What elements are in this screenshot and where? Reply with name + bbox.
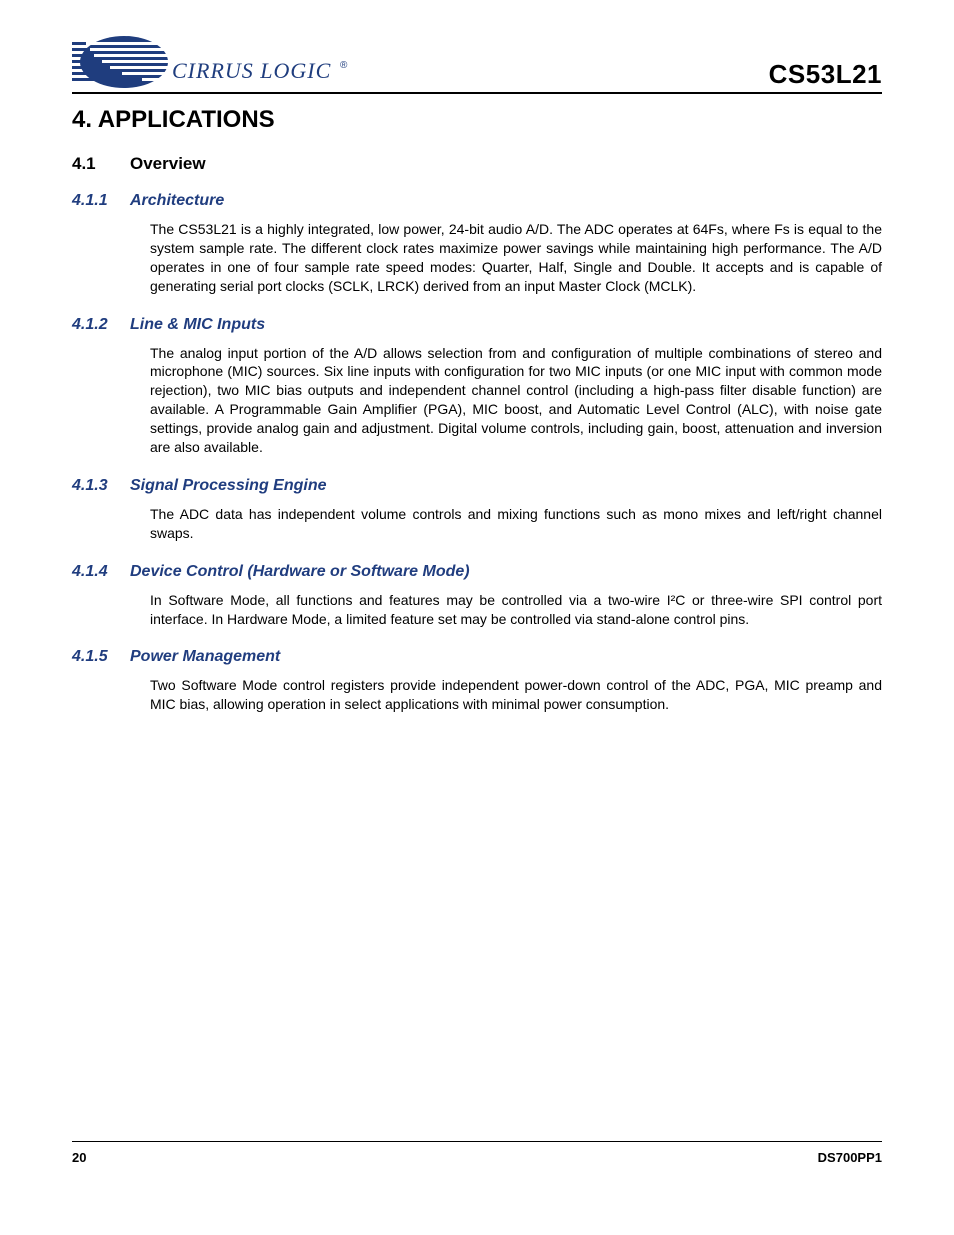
subsub-number: 4.1.1 xyxy=(72,192,130,210)
subsub-number: 4.1.5 xyxy=(72,648,130,666)
subsubsection-4: 4.1.5 Power Management Two Software Mode… xyxy=(72,648,882,714)
subsub-number: 4.1.4 xyxy=(72,563,130,581)
subsection-number: 4.1 xyxy=(72,154,130,174)
cirrus-logic-logo-icon: CIRRUS LOGIC ® xyxy=(72,32,352,90)
page-footer: 20 DS700PP1 xyxy=(72,1141,882,1165)
document-id: DS700PP1 xyxy=(818,1150,882,1165)
subsub-title: 4.1.4 Device Control (Hardware or Softwa… xyxy=(72,563,882,581)
subsub-number: 4.1.2 xyxy=(72,316,130,334)
subsubsection-2: 4.1.3 Signal Processing Engine The ADC d… xyxy=(72,477,882,543)
body-paragraph: Two Software Mode control registers prov… xyxy=(150,676,882,714)
subsub-title: 4.1.2 Line & MIC Inputs xyxy=(72,316,882,334)
svg-text:®: ® xyxy=(340,60,348,71)
brand-logo: CIRRUS LOGIC ® xyxy=(72,32,352,90)
subsubsection-3: 4.1.4 Device Control (Hardware or Softwa… xyxy=(72,563,882,629)
subsubsection-1: 4.1.2 Line & MIC Inputs The analog input… xyxy=(72,316,882,457)
subsub-title-text: Power Management xyxy=(130,648,280,666)
section-title-text: APPLICATIONS xyxy=(98,106,275,133)
page-number: 20 xyxy=(72,1150,86,1165)
subsub-title-text: Device Control (Hardware or Software Mod… xyxy=(130,563,470,581)
section-title: 4. APPLICATIONS xyxy=(72,106,882,134)
subsub-title: 4.1.3 Signal Processing Engine xyxy=(72,477,882,495)
section-number: 4. xyxy=(72,106,92,133)
body-paragraph: The analog input portion of the A/D allo… xyxy=(150,344,882,457)
body-paragraph: The ADC data has independent volume cont… xyxy=(150,505,882,543)
subsubsection-0: 4.1.1 Architecture The CS53L21 is a high… xyxy=(72,192,882,296)
subsub-title-text: Signal Processing Engine xyxy=(130,477,327,495)
body-paragraph: The CS53L21 is a highly integrated, low … xyxy=(150,220,882,296)
subsection-title: 4.1 Overview xyxy=(72,154,882,174)
body-paragraph: In Software Mode, all functions and feat… xyxy=(150,591,882,629)
subsub-title-text: Line & MIC Inputs xyxy=(130,316,265,334)
subsub-title: 4.1.1 Architecture xyxy=(72,192,882,210)
subsub-title-text: Architecture xyxy=(130,192,224,210)
brand-text: CIRRUS LOGIC xyxy=(172,58,331,83)
page-header: CIRRUS LOGIC ® CS53L21 xyxy=(72,32,882,94)
subsection-title-text: Overview xyxy=(130,154,206,174)
subsub-title: 4.1.5 Power Management xyxy=(72,648,882,666)
subsub-number: 4.1.3 xyxy=(72,477,130,495)
part-number: CS53L21 xyxy=(769,59,882,90)
